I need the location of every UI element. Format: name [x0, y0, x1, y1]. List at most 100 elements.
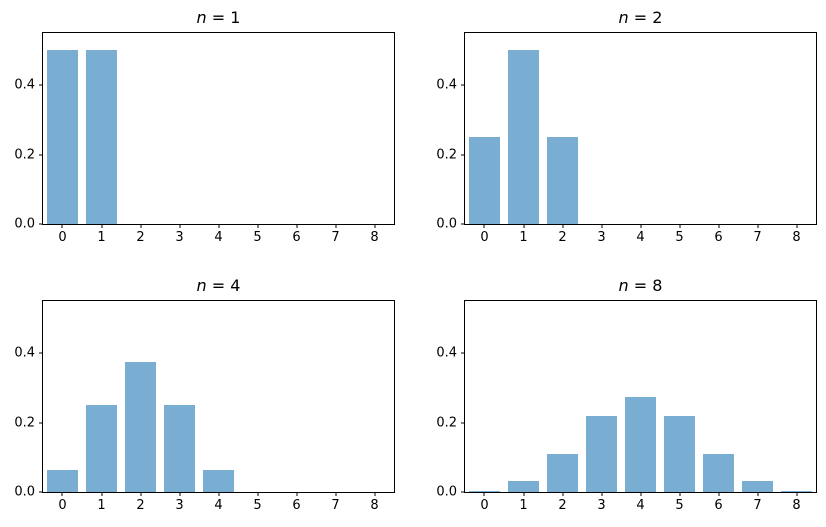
x-tick-mark	[218, 224, 219, 228]
x-tick-mark	[640, 224, 641, 228]
x-tick-label: 6	[292, 498, 301, 513]
x-tick-label: 5	[253, 498, 262, 513]
x-tick-label: 4	[636, 230, 645, 245]
subplot-n-1: n = 1 0 1 2 3 4 5 6 7 8 0.0 0.2 0.4	[14, 8, 395, 244]
y-tick-mark	[461, 223, 465, 225]
x-tick-mark	[523, 224, 524, 228]
x-tick-mark	[374, 224, 375, 228]
x-tick-label: 6	[292, 230, 301, 245]
x-tick-label: 5	[253, 230, 262, 245]
bar-x7	[741, 481, 774, 492]
y-tick-mark	[461, 84, 465, 86]
y-tick-mark	[39, 154, 43, 156]
bar-x0	[46, 470, 79, 492]
x-tick-mark	[562, 492, 563, 496]
bar-x1	[507, 481, 540, 492]
subplot-title: n = 2	[618, 8, 663, 27]
axes-n-1: 0 1 2 3 4 5 6 7 8 0.0 0.2 0.4	[14, 32, 395, 244]
axes-n-2: 0 1 2 3 4 5 6 7 8 0.0 0.2 0.4	[436, 32, 817, 244]
x-tick-label: 7	[753, 498, 762, 513]
x-tick-label: 5	[675, 498, 684, 513]
y-tick-mark	[461, 352, 465, 354]
x-tick-mark	[101, 492, 102, 496]
y-tick-mark	[39, 223, 43, 225]
y-tick-mark	[39, 422, 43, 424]
title-variable: n	[618, 8, 629, 27]
x-tick-label: 4	[214, 230, 223, 245]
y-tick-mark	[39, 84, 43, 86]
x-tick-mark	[296, 224, 297, 228]
bar-x5	[663, 416, 696, 492]
bar-x6	[702, 454, 735, 492]
title-variable: n	[618, 276, 629, 295]
x-tick-mark	[679, 224, 680, 228]
x-tick-label: 7	[753, 230, 762, 245]
x-tick-mark	[757, 492, 758, 496]
x-tick-label: 4	[636, 498, 645, 513]
x-tick-label: 6	[714, 498, 723, 513]
x-tick-label: 3	[175, 498, 184, 513]
x-tick-mark	[483, 492, 485, 496]
bar-x2	[546, 454, 579, 492]
y-tick-mark	[461, 422, 465, 424]
x-tick-label: 1	[97, 498, 106, 513]
x-tick-mark	[718, 224, 719, 228]
bar-x0	[468, 490, 501, 492]
bar-x3	[163, 405, 196, 492]
x-tick-mark	[296, 492, 297, 496]
x-tick-label: 3	[175, 230, 184, 245]
x-tick-mark	[101, 224, 102, 228]
x-tick-mark	[218, 492, 219, 496]
x-tick-mark	[796, 492, 797, 496]
subplot-title: n = 1	[196, 8, 241, 27]
x-tick-mark	[335, 224, 336, 228]
x-tick-label: 2	[136, 498, 145, 513]
x-tick-mark	[61, 492, 63, 496]
x-tick-mark	[718, 492, 719, 496]
subplot-title: n = 8	[618, 276, 663, 295]
x-tick-mark	[257, 224, 258, 228]
x-tick-label: 2	[558, 498, 567, 513]
title-variable: n	[196, 276, 207, 295]
y-tick-mark	[39, 352, 43, 354]
x-tick-mark	[757, 224, 758, 228]
y-tick-label: 0.2	[436, 415, 457, 431]
x-tick-label: 6	[714, 230, 723, 245]
x-tick-mark	[796, 224, 797, 228]
x-tick-label: 8	[792, 498, 801, 513]
x-tick-label: 1	[97, 230, 106, 245]
y-tick-label: 0.2	[14, 147, 35, 163]
x-tick-mark	[140, 492, 141, 496]
bar-x1	[85, 405, 118, 492]
subplot-n-4: n = 4 0 1 2 3 4 5 6 7 8 0.0 0.2 0.4	[14, 276, 395, 512]
x-tick-mark	[140, 224, 141, 228]
y-tick-mark	[39, 491, 43, 493]
y-tick-label: 0.0	[436, 216, 457, 232]
y-tick-mark	[461, 491, 465, 493]
bar-x2	[546, 137, 579, 224]
x-tick-label: 3	[597, 230, 606, 245]
y-tick-label: 0.4	[436, 345, 457, 361]
x-tick-label: 0	[480, 230, 489, 245]
x-tick-mark	[562, 224, 563, 228]
bar-x2	[124, 361, 157, 492]
bar-x1	[85, 50, 118, 224]
x-tick-mark	[523, 492, 524, 496]
y-tick-mark	[461, 154, 465, 156]
y-tick-label: 0.2	[14, 415, 35, 431]
x-tick-mark	[179, 224, 180, 228]
y-tick-label: 0.4	[14, 345, 35, 361]
x-tick-mark	[257, 492, 258, 496]
x-tick-label: 1	[519, 230, 528, 245]
x-tick-mark	[601, 224, 602, 228]
x-tick-label: 2	[136, 230, 145, 245]
x-tick-label: 5	[675, 230, 684, 245]
subplot-title: n = 4	[196, 276, 241, 295]
x-tick-label: 4	[214, 498, 223, 513]
subplot-n-2: n = 2 0 1 2 3 4 5 6 7 8 0.0 0.2 0.4	[436, 8, 817, 244]
axes-n-8: 0 1 2 3 4 5 6 7 8 0.0 0.2 0.4	[436, 300, 817, 512]
x-tick-mark	[640, 492, 641, 496]
x-tick-mark	[483, 224, 485, 228]
y-tick-label: 0.0	[14, 484, 35, 500]
